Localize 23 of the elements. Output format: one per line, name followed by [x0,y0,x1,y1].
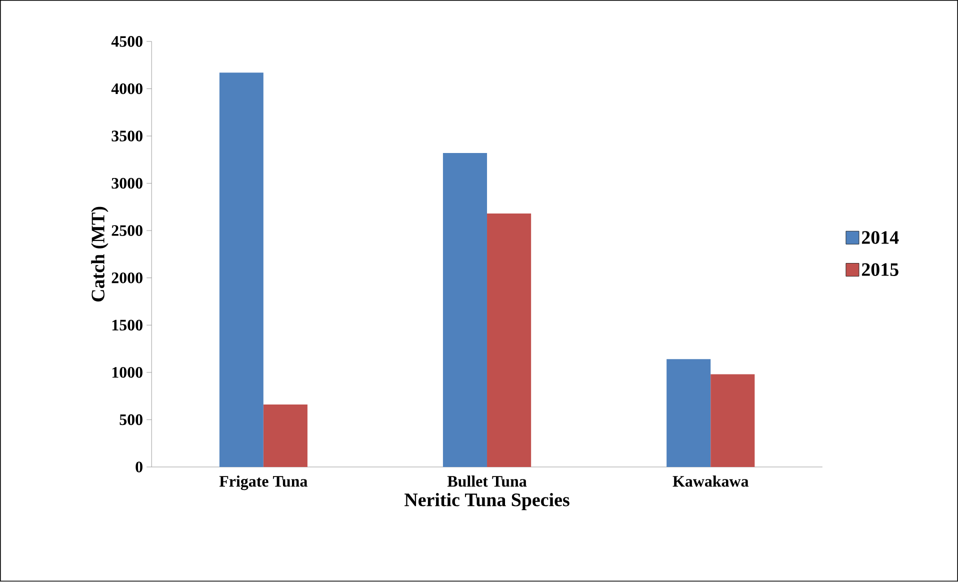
y-tick-label: 0 [136,462,142,473]
y-tick-label: 2000 [112,272,142,284]
y-tick-label: 3000 [112,178,142,189]
y-axis-title: Catch (MT) [91,207,108,302]
bar [666,359,711,468]
bar [442,153,488,468]
bar [710,374,755,468]
bar [219,72,264,468]
y-tick-label: 500 [120,414,142,426]
y-tick-label: 1500 [112,320,142,331]
y-tick-label: 1000 [112,367,142,378]
x-axis-title: Neritic Tuna Species [404,493,570,510]
bar [487,214,532,468]
y-tick-label: 4000 [111,84,142,94]
x-tick-label: Kawakawa [672,476,749,487]
legend-label: 2014 [862,231,899,244]
x-tick-label: Frigate Tuna [219,476,308,490]
bar [263,404,308,468]
y-tick-label: 3500 [112,130,142,142]
legend-label: 2015 [862,263,898,276]
y-tick-label: 4500 [111,36,142,48]
x-tick-label: Bullet Tuna [447,476,527,487]
y-tick-label: 2500 [112,225,142,236]
